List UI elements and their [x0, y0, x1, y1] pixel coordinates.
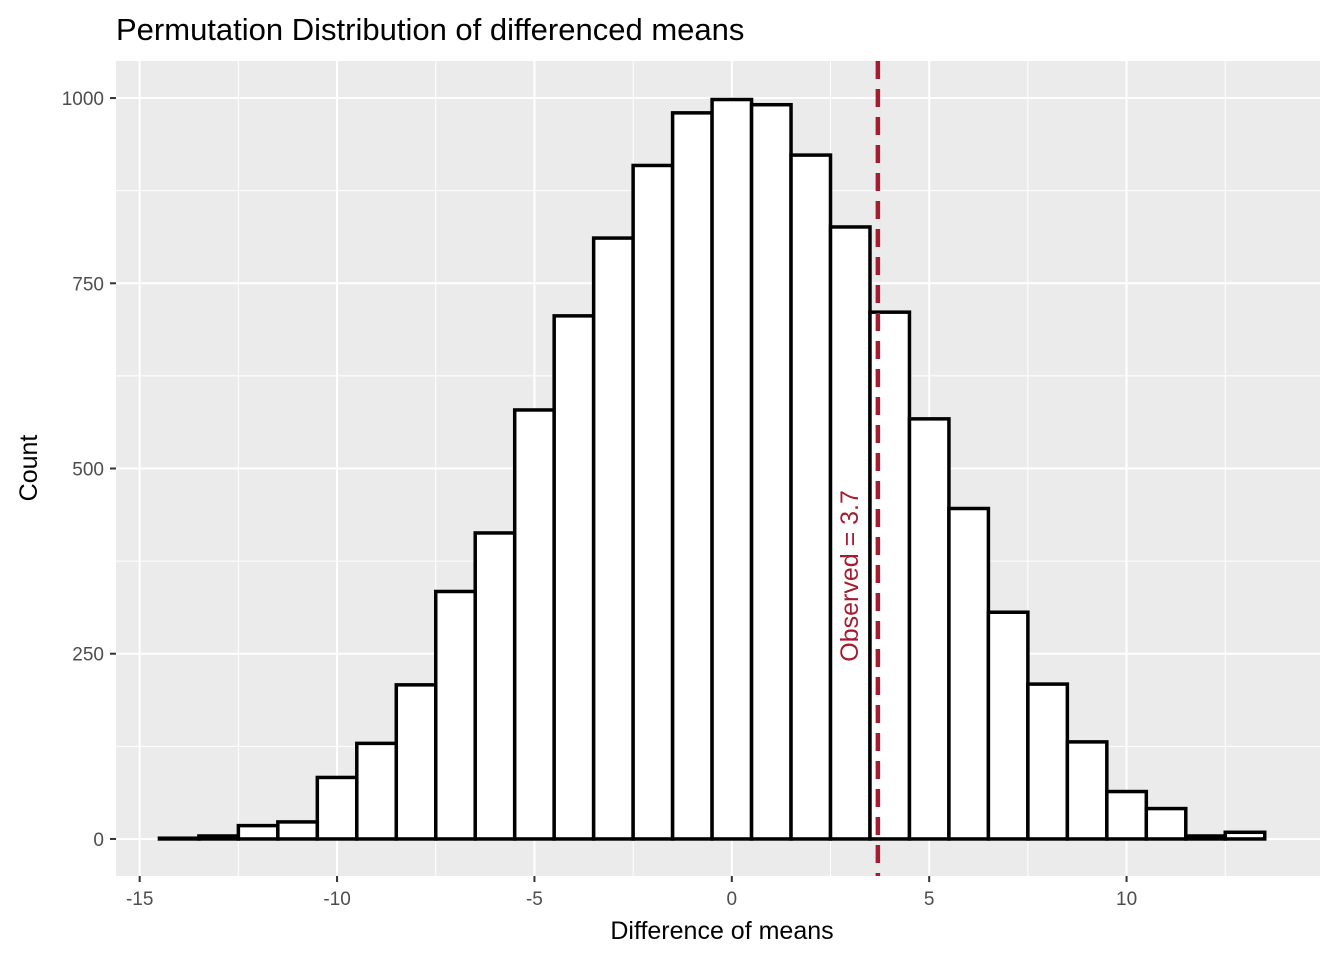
histogram-bar [473, 531, 517, 841]
x-tick-label: 10 [1116, 889, 1137, 910]
histogram-bar [749, 102, 793, 841]
histogram-bar [947, 506, 991, 841]
histogram-bar [591, 236, 635, 841]
histogram-bar [236, 823, 280, 841]
histogram-bar [1105, 789, 1149, 841]
histogram-bar [276, 820, 320, 841]
histogram-bar [1144, 806, 1188, 841]
histogram-bar [315, 775, 359, 841]
observed-marker: Observed = 3.7 [836, 61, 881, 876]
observed-label: Observed = 3.7 [836, 490, 864, 662]
x-tick-label: 5 [924, 889, 935, 910]
histogram-bars [157, 97, 1267, 841]
histogram-bar [552, 314, 596, 841]
histogram-bar [789, 153, 833, 841]
histogram-bar [1026, 682, 1070, 841]
x-axis-title: Difference of means [610, 917, 833, 945]
histogram-bar [512, 408, 556, 841]
chart-title: Permutation Distribution of differenced … [116, 12, 744, 47]
y-tick-label: 750 [72, 274, 104, 295]
histogram-bar [631, 163, 675, 841]
histogram-bar [828, 225, 872, 841]
histogram-bar [434, 589, 477, 841]
y-tick-label: 1000 [62, 89, 104, 110]
x-tick-label: -5 [526, 889, 543, 910]
histogram-bar [1184, 834, 1228, 841]
histogram-bar [907, 417, 951, 841]
histogram-bar [986, 610, 1030, 841]
histogram-bar [355, 741, 399, 841]
x-tick-label: -10 [323, 889, 350, 910]
histogram-bar [1065, 740, 1109, 841]
histogram-bar [157, 836, 201, 841]
x-tick-label: -15 [126, 889, 153, 910]
histogram-bar [1223, 830, 1267, 841]
histogram-bar [670, 111, 714, 841]
histogram-bar [710, 97, 754, 841]
y-axis: 0 250 500 750 1000 [62, 89, 116, 851]
y-tick-label: 500 [72, 460, 104, 481]
y-axis-title: Count [15, 435, 43, 502]
x-axis: -15 -10 -5 0 5 10 [126, 876, 1137, 910]
histogram-bar [394, 683, 438, 841]
x-tick-label: 0 [727, 889, 738, 910]
y-tick-label: 0 [93, 830, 104, 851]
histogram-bar [197, 834, 241, 841]
y-tick-label: 250 [72, 645, 104, 666]
